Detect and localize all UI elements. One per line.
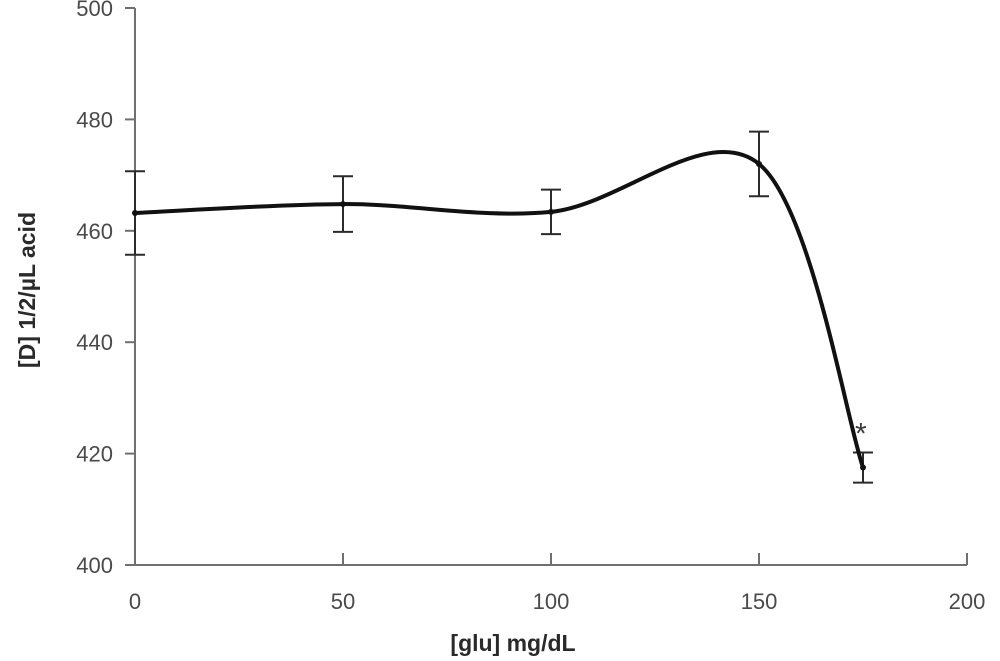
axes [134,8,967,566]
y-axis-title-group: [D] 1/2/µL acid [14,212,40,368]
x-tick-label: 50 [331,589,355,614]
y-tick-label: 420 [76,442,113,467]
x-tick-label: 100 [533,589,570,614]
y-tick-label: 400 [76,553,113,578]
y-tick-label: 460 [76,219,113,244]
y-tick-label: 500 [76,0,113,21]
series-group [134,150,865,469]
x-tick-label: 150 [741,589,778,614]
x-axis-title: [glu] mg/dL [450,630,575,656]
error-bars [125,130,873,484]
y-tick-label: 440 [76,330,113,355]
x-tick-label: 0 [129,589,141,614]
annotations: * [855,417,867,450]
y-axis-title: [D] 1/2/µL acid [14,212,40,368]
y-tick-label: 480 [76,107,113,132]
ticks: 400 420 440 460 480 500 0 50 100 150 200 [76,0,985,614]
series-line [134,150,865,469]
significance-marker: * [855,417,867,450]
x-tick-label: 200 [949,589,986,614]
